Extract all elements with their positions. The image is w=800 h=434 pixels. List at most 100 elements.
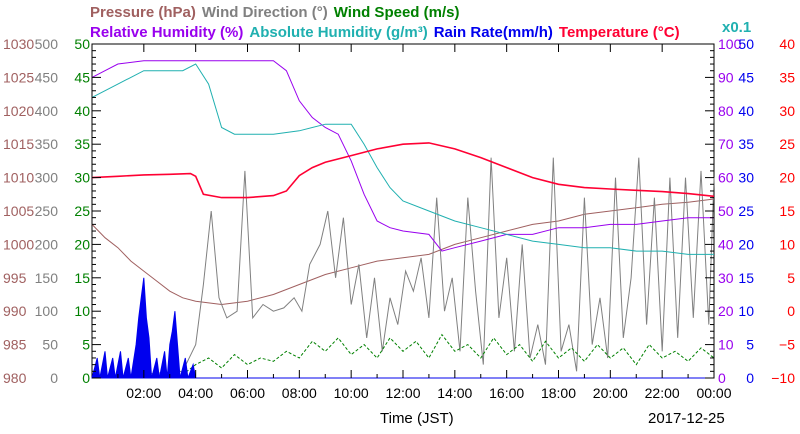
wind-speed-tick-label: 45: [74, 69, 90, 85]
humidity-tick-label: 50: [718, 203, 734, 219]
wind-direction-tick-label: 100: [35, 303, 59, 319]
humidity-tick-label: 80: [718, 103, 734, 119]
pressure-tick-label: 1010: [3, 170, 34, 186]
temperature-tick-label: 30: [779, 103, 795, 119]
rain-rate-tick-label: 25: [738, 203, 754, 219]
wind-speed-tick-label: 25: [74, 203, 90, 219]
date-label: 2017-12-25: [648, 410, 725, 427]
title-part: Wind Direction (°): [202, 4, 328, 21]
title-row-1: Pressure (hPa) Wind Direction (°) Wind Spe…: [90, 4, 459, 21]
rain-rate-tick-label: 10: [738, 303, 754, 319]
rain-rate-tick-label: 50: [738, 36, 754, 52]
wind-direction-tick-label: 150: [35, 270, 59, 286]
rain-rate-tick-label: 15: [738, 270, 754, 286]
pressure-tick-label: 1030: [3, 36, 34, 52]
title-part: Absolute Humidity (g/m³): [249, 24, 427, 41]
pressure-tick-label: 995: [3, 270, 27, 286]
rain-rate-tick-label: 5: [746, 337, 754, 353]
axis-layer: 02:00 04:00 06:00 08:00 10:00 12:00 14:00 16:00…: [3, 36, 795, 401]
rain-rate-tick-label: 0: [746, 370, 754, 386]
chart-title: Pressure (hPa) Wind Direction (°) Wind Spe…: [90, 4, 751, 41]
series-rain-rate: [91, 277, 714, 379]
wind-speed-tick-label: 30: [74, 170, 90, 186]
x-tick-label: 14:00: [437, 385, 472, 401]
temperature-tick-label: −10: [771, 370, 795, 386]
series-layer: [91, 60, 715, 379]
wind-direction-tick-label: 200: [35, 236, 59, 252]
humidity-tick-label: 40: [718, 236, 734, 252]
series-absolute-humidity: [91, 63, 714, 255]
humidity-tick-label: 0: [718, 370, 726, 386]
wind-speed-tick-label: 15: [74, 270, 90, 286]
wind-direction-tick-label: 50: [42, 337, 58, 353]
x-tick-label: 10:00: [334, 385, 369, 401]
series-pressure: [91, 198, 715, 306]
humidity-tick-label: 100: [718, 36, 742, 52]
temperature-tick-label: 35: [779, 69, 795, 85]
wind-speed-tick-label: 20: [74, 236, 90, 252]
x-tick-label: 20:00: [593, 385, 628, 401]
x-tick-label: 02:00: [126, 385, 161, 401]
wind-direction-tick-label: 0: [50, 370, 58, 386]
humidity-tick-label: 20: [718, 303, 734, 319]
pressure-tick-label: 1000: [3, 236, 34, 252]
pressure-tick-label: 985: [3, 337, 27, 353]
pressure-tick-label: 1020: [3, 103, 34, 119]
wind-speed-tick-label: 50: [74, 36, 90, 52]
series-wind-speed: [91, 333, 715, 379]
rain-rate-tick-label: 40: [738, 103, 754, 119]
x-tick-label: 18:00: [541, 385, 576, 401]
x-tick-label: 12:00: [385, 385, 420, 401]
temperature-tick-label: 40: [779, 36, 795, 52]
humidity-tick-label: 10: [718, 337, 734, 353]
wind-direction-tick-label: 350: [35, 136, 59, 152]
temperature-tick-label: 10: [779, 236, 795, 252]
series-relative-humidity: [91, 60, 714, 252]
wind-speed-tick-label: 0: [82, 370, 90, 386]
x-tick-label: 22:00: [645, 385, 680, 401]
wind-direction-tick-label: 300: [35, 170, 59, 186]
humidity-tick-label: 90: [718, 69, 734, 85]
x-axis-label: Time (JST): [380, 410, 454, 427]
temperature-tick-label: 5: [787, 270, 795, 286]
title-part: Temperature (°C): [559, 24, 680, 41]
pressure-tick-label: 1025: [3, 69, 34, 85]
wind-direction-tick-label: 400: [35, 103, 59, 119]
title-part: Relative Humidity (%): [90, 24, 243, 41]
rain-rate-tick-label: 30: [738, 170, 754, 186]
temperature-tick-label: 0: [787, 303, 795, 319]
series-temperature: [91, 142, 715, 199]
rain-rate-tick-label: 20: [738, 236, 754, 252]
wind-speed-tick-label: 40: [74, 103, 90, 119]
temperature-tick-label: 20: [779, 170, 795, 186]
humidity-tick-label: 70: [718, 136, 734, 152]
pressure-tick-label: 990: [3, 303, 27, 319]
pressure-tick-label: 980: [3, 370, 27, 386]
pressure-tick-label: 1005: [3, 203, 34, 219]
wind-speed-tick-label: 10: [74, 303, 90, 319]
wind-direction-tick-label: 250: [35, 203, 59, 219]
temperature-tick-label: 25: [779, 136, 795, 152]
temperature-tick-label: −5: [779, 337, 795, 353]
rain-rate-tick-label: 45: [738, 69, 754, 85]
wind-direction-tick-label: 500: [35, 36, 59, 52]
temperature-tick-label: 15: [779, 203, 795, 219]
pressure-tick-label: 1015: [3, 136, 34, 152]
wind-speed-tick-label: 35: [74, 136, 90, 152]
x-tick-label: 00:00: [696, 385, 731, 401]
x-tick-label: 06:00: [230, 385, 265, 401]
title-part: Pressure (hPa): [90, 4, 196, 21]
wind-speed-tick-label: 5: [82, 337, 90, 353]
plot-area: [91, 43, 715, 379]
title-part: Rain Rate(mm/h): [434, 24, 553, 41]
title-part: Wind Speed (m/s): [334, 4, 460, 21]
title-row-2: Relative Humidity (%) Absolute Humidity (…: [90, 24, 680, 41]
rain-rate-tick-label: 35: [738, 136, 754, 152]
wind-direction-tick-label: 450: [35, 69, 59, 85]
humidity-tick-label: 30: [718, 270, 734, 286]
humidity-tick-label: 60: [718, 170, 734, 186]
x-tick-label: 16:00: [489, 385, 524, 401]
series-wind-direction: [91, 157, 715, 379]
scale-note: x0.1: [722, 19, 751, 36]
